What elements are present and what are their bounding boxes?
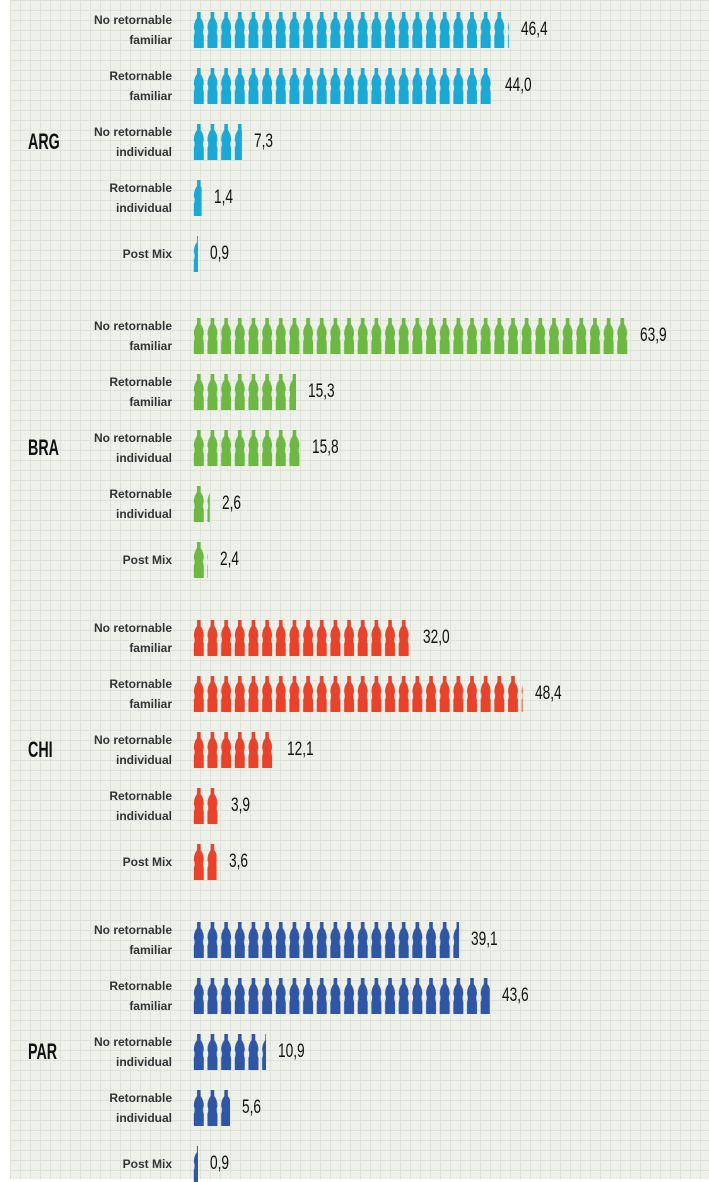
category-label: No retornable individual	[93, 733, 172, 767]
bar	[192, 978, 490, 1014]
category-label: Retornable individual	[109, 1091, 172, 1125]
bottle-bar	[192, 68, 493, 104]
bar	[192, 1034, 267, 1070]
bottle-bar	[192, 180, 202, 216]
category-label: No retornable familiar	[93, 319, 172, 353]
bar	[192, 68, 493, 104]
category-label: Retornable familiar	[109, 677, 172, 711]
bottle-bar	[192, 236, 199, 272]
bar	[192, 12, 509, 48]
category-label: No retornable familiar	[93, 13, 172, 47]
value-label: 3,9	[230, 795, 250, 816]
category-label: No retornable familiar	[93, 621, 172, 655]
value-label: 0,9	[210, 1153, 230, 1174]
bottle-bar	[192, 486, 210, 522]
category-label: Post Mix	[122, 247, 172, 261]
bottle-bar	[192, 620, 411, 656]
group-label: ARG	[28, 129, 60, 154]
bar	[192, 620, 411, 656]
category-label: Post Mix	[122, 553, 172, 567]
bottle-bar	[192, 922, 460, 958]
category-label: Retornable individual	[109, 181, 172, 215]
value-label: 2,6	[221, 493, 241, 514]
value-label: 15,8	[311, 437, 339, 458]
bottle-bar	[192, 124, 242, 160]
value-label: 1,4	[213, 187, 233, 208]
category-label: No retornable individual	[93, 431, 172, 465]
bottle-bar	[192, 732, 275, 768]
bar	[192, 236, 199, 272]
bar	[192, 1090, 231, 1126]
value-label: 10,9	[278, 1041, 306, 1062]
group-label: BRA	[28, 435, 59, 460]
value-label: 63,9	[640, 325, 668, 346]
value-label: 12,1	[286, 739, 314, 760]
bottle-bar	[192, 374, 297, 410]
bar	[192, 430, 300, 466]
category-label: Post Mix	[122, 1157, 172, 1171]
bottle-bar	[192, 318, 629, 354]
category-label: No retornable familiar	[93, 923, 172, 957]
category-label: Retornable familiar	[109, 69, 172, 103]
bottle-bar	[192, 844, 217, 880]
value-label: 3,6	[228, 851, 248, 872]
value-label: 39,1	[471, 929, 498, 950]
bottle-bar	[192, 1146, 199, 1182]
bar	[192, 542, 209, 578]
category-label: No retornable individual	[93, 125, 172, 159]
value-label: 15,3	[308, 381, 336, 402]
category-label: No retornable individual	[93, 1035, 172, 1069]
bar	[192, 676, 523, 712]
value-label: 46,4	[520, 19, 548, 40]
bottle-bar	[192, 542, 209, 578]
category-label: Post Mix	[122, 855, 172, 869]
value-label: 32,0	[422, 627, 450, 648]
category-label: Retornable individual	[109, 487, 172, 521]
value-label: 43,6	[501, 985, 529, 1006]
bar	[192, 318, 629, 354]
bottle-bar	[192, 12, 509, 48]
bar	[192, 180, 202, 216]
bar	[192, 922, 460, 958]
value-label: 5,6	[242, 1097, 262, 1118]
bottle-bar	[192, 1090, 231, 1126]
value-label: 48,4	[534, 683, 562, 704]
value-label: 2,4	[220, 549, 240, 570]
bar	[192, 374, 297, 410]
value-label: 7,3	[253, 131, 273, 152]
category-label: Retornable familiar	[109, 375, 172, 409]
bar	[192, 844, 217, 880]
bar	[192, 788, 219, 824]
bar	[192, 486, 210, 522]
value-label: 0,9	[210, 243, 230, 264]
group-label: CHI	[28, 737, 53, 762]
category-label: Retornable individual	[109, 789, 172, 823]
bar	[192, 1146, 199, 1182]
value-label: 44,0	[504, 75, 532, 96]
bottle-bar	[192, 430, 300, 466]
bottle-bar	[192, 676, 523, 712]
bottle-bar	[192, 1034, 267, 1070]
bar	[192, 732, 275, 768]
bottle-bar	[192, 978, 490, 1014]
chart: ARG No retornable familiar 46,4 Retornable …	[10, 0, 709, 1182]
bar	[192, 124, 242, 160]
category-label: Retornable familiar	[109, 979, 172, 1013]
group-label: PAR	[28, 1039, 58, 1064]
bottle-bar	[192, 788, 219, 824]
